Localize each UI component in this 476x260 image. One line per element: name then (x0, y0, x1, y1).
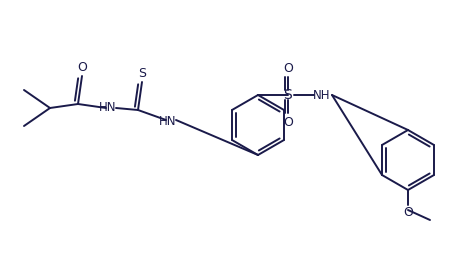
Text: O: O (283, 115, 293, 128)
Text: S: S (138, 67, 146, 80)
Text: HN: HN (99, 101, 117, 114)
Text: S: S (284, 88, 292, 102)
Text: O: O (403, 206, 413, 219)
Text: HN: HN (159, 114, 177, 127)
Text: NH: NH (313, 88, 331, 101)
Text: O: O (77, 61, 87, 74)
Text: O: O (283, 62, 293, 75)
